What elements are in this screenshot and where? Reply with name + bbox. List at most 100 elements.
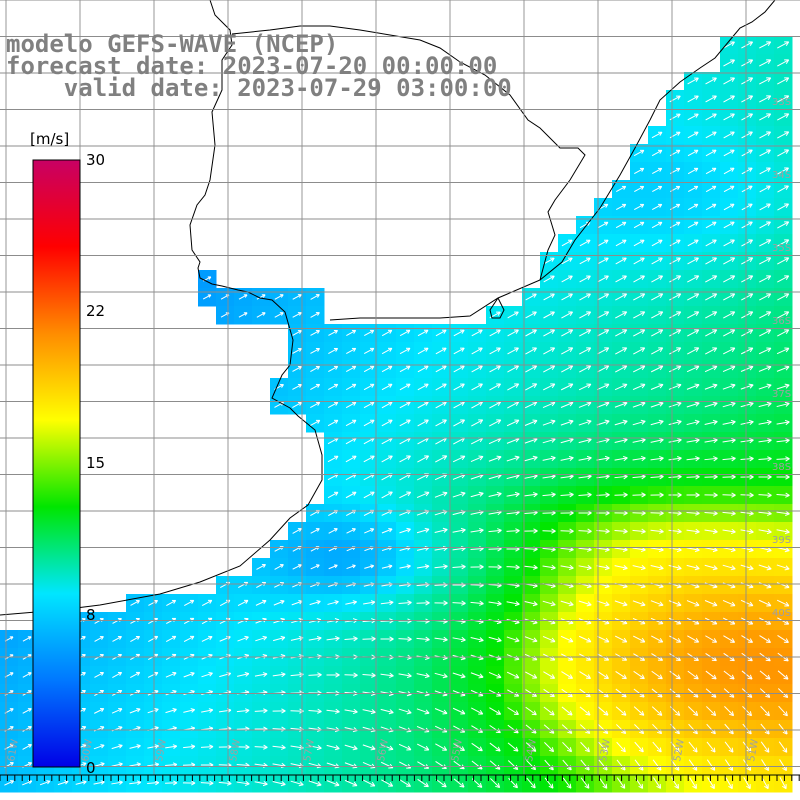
wind-arrow xyxy=(776,599,790,607)
wind-arrow xyxy=(633,311,646,319)
wind-arrow xyxy=(633,275,645,283)
wind-arrow xyxy=(723,257,736,265)
wind-arrow xyxy=(686,528,700,534)
wind-arrow xyxy=(525,706,537,716)
wind-arrow xyxy=(704,419,718,425)
wind-arrow xyxy=(668,528,682,534)
wind-arrow xyxy=(633,257,645,265)
wind-arrow xyxy=(650,456,664,462)
wind-arrow xyxy=(740,564,754,571)
wind-arrow xyxy=(290,708,304,714)
wind-arrow xyxy=(398,636,412,642)
wind-arrow xyxy=(777,41,790,49)
wind-arrow xyxy=(470,564,484,570)
wind-arrow xyxy=(596,528,610,534)
wind-arrow xyxy=(183,671,195,678)
wind-arrow xyxy=(130,671,141,679)
wind-arrow xyxy=(742,741,752,753)
wind-arrow xyxy=(471,707,484,715)
wind-arrow xyxy=(489,419,502,427)
wind-arrow xyxy=(615,329,628,337)
wind-arrow xyxy=(399,329,411,337)
wind-arrow xyxy=(148,600,158,606)
wind-arrow xyxy=(363,491,375,499)
wind-arrow xyxy=(363,383,375,391)
wind-arrow xyxy=(308,744,322,751)
wind-arrow xyxy=(706,741,716,753)
wind-arrow xyxy=(488,528,502,534)
wind-arrow xyxy=(687,257,699,265)
wind-arrow xyxy=(650,492,664,498)
wind-arrow xyxy=(561,365,574,373)
wind-arrow xyxy=(597,257,609,265)
wind-arrow xyxy=(724,741,734,753)
wind-arrow xyxy=(777,293,790,301)
wind-arrow xyxy=(165,671,177,678)
wind-arrow xyxy=(723,329,736,337)
wind-arrow xyxy=(705,347,718,355)
wind-arrow xyxy=(779,777,787,790)
wind-arrow xyxy=(579,275,591,283)
wind-arrow xyxy=(597,293,610,301)
wind-arrow xyxy=(381,528,393,534)
wind-arrow xyxy=(741,167,753,175)
wind-arrow xyxy=(777,311,790,319)
wind-arrow xyxy=(596,600,610,607)
wind-arrow xyxy=(723,167,735,175)
wind-arrow xyxy=(507,707,519,716)
wind-arrow xyxy=(759,670,771,680)
wind-arrow xyxy=(345,491,357,499)
wind-arrow xyxy=(758,401,772,408)
wind-arrow xyxy=(561,329,574,337)
wind-arrow xyxy=(507,329,519,337)
wind-arrow xyxy=(470,600,484,606)
wind-arrow xyxy=(705,131,717,139)
wind-arrow xyxy=(506,671,520,679)
wind-arrow xyxy=(651,293,664,301)
wind-arrow xyxy=(578,455,592,462)
wind-arrow xyxy=(543,311,555,319)
wind-arrow xyxy=(669,347,682,355)
wind-arrow xyxy=(615,365,628,373)
wind-arrow xyxy=(272,744,286,750)
wind-arrow xyxy=(705,203,717,211)
colorbar-tick-8: 8 xyxy=(86,606,96,624)
wind-arrow xyxy=(111,744,123,750)
wind-arrow xyxy=(166,599,177,606)
wind-arrow xyxy=(687,149,699,157)
wind-arrow xyxy=(183,635,195,643)
wind-arrow xyxy=(686,474,700,480)
wind-arrow xyxy=(776,347,790,355)
wind-arrow xyxy=(722,564,736,571)
wind-arrow xyxy=(742,705,753,717)
wind-arrow xyxy=(741,275,754,283)
wind-arrow xyxy=(723,131,735,139)
wind-arrow xyxy=(344,672,358,678)
wind-arrow xyxy=(398,600,412,606)
wind-arrow xyxy=(778,741,788,753)
wind-arrow xyxy=(327,600,339,605)
wind-arrow xyxy=(453,419,465,427)
wind-arrow xyxy=(704,401,718,408)
wind-arrow xyxy=(687,167,699,175)
wind-arrow xyxy=(506,636,520,643)
wind-arrow xyxy=(452,564,466,570)
wind-arrow xyxy=(274,564,284,570)
wind-arrow xyxy=(326,708,340,714)
wind-arrow xyxy=(722,528,736,535)
wind-arrow xyxy=(524,528,538,534)
wind-arrow xyxy=(237,599,249,607)
wind-arrow xyxy=(562,777,572,789)
wind-arrow xyxy=(218,780,232,786)
wind-arrow xyxy=(741,131,753,139)
wind-arrow xyxy=(776,492,790,498)
wind-arrow xyxy=(308,672,322,678)
wind-arrow xyxy=(165,780,178,786)
wind-arrow xyxy=(112,636,122,642)
wind-arrow xyxy=(183,617,195,625)
wind-arrow xyxy=(777,77,790,85)
wind-arrow xyxy=(777,59,790,67)
wind-arrow xyxy=(741,311,754,319)
wind-arrow xyxy=(489,742,501,752)
